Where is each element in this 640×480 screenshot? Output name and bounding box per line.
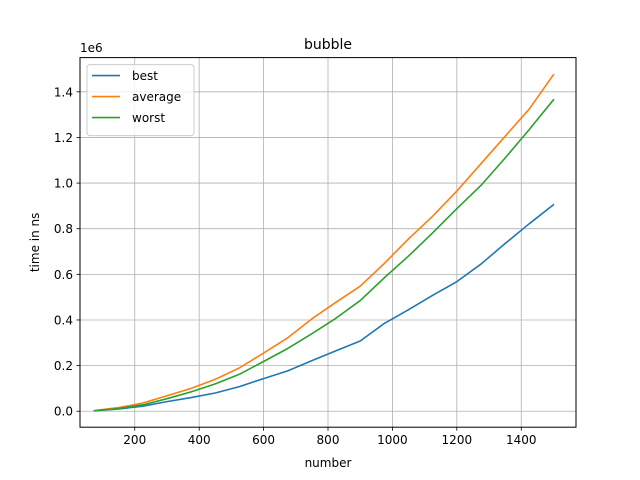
x-tick-label: 1200 — [442, 433, 473, 447]
y-axis-label: time in ns — [28, 213, 42, 273]
y-tick-label: 1.2 — [54, 131, 73, 145]
x-tick-label: 1400 — [506, 433, 537, 447]
series-line-best — [93, 203, 555, 412]
y-tick-label: 1.4 — [54, 85, 73, 99]
chart-title: bubble — [304, 37, 352, 53]
series-line-average — [93, 73, 555, 412]
y-tick-label: 0.0 — [54, 405, 73, 419]
y-tick-label: 0.2 — [54, 359, 73, 373]
y-tick-label: 0.4 — [54, 313, 73, 327]
grid — [80, 57, 576, 428]
legend-label-worst: worst — [132, 111, 165, 125]
legend-label-average: average — [132, 90, 181, 104]
y-tick-label: 0.6 — [54, 268, 73, 282]
legend-label-best: best — [132, 69, 158, 83]
x-tick-label: 400 — [188, 433, 211, 447]
series-line-worst — [93, 98, 555, 412]
x-axis-label: number — [305, 456, 352, 470]
axis-ticks: 200 400 600 800 1000 1200 1400 0.0 0.2 0.4 0.6 0.8 1… — [54, 85, 537, 447]
x-tick-label: 1000 — [377, 433, 408, 447]
x-tick-label: 800 — [317, 433, 340, 447]
legend: best average worst — [86, 64, 195, 137]
y-offset-label: 1e6 — [80, 41, 103, 55]
x-tick-label: 600 — [252, 433, 275, 447]
y-tick-label: 0.8 — [54, 222, 73, 236]
y-tick-label: 1.0 — [54, 177, 73, 191]
plot-series — [93, 73, 555, 412]
x-tick-label: 200 — [123, 433, 146, 447]
